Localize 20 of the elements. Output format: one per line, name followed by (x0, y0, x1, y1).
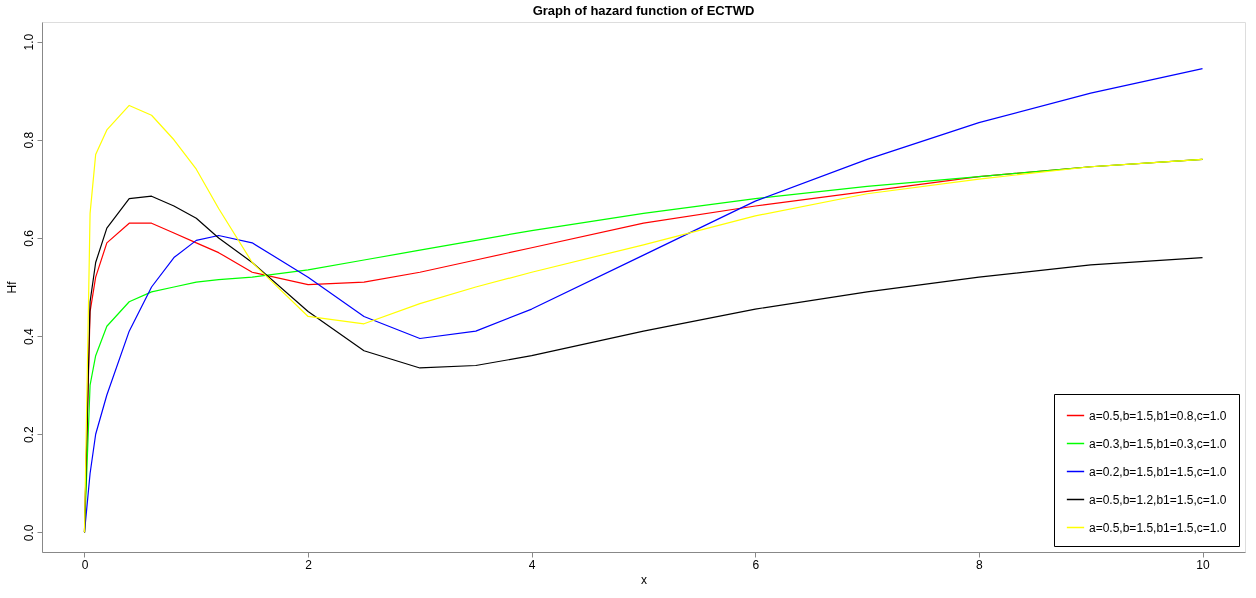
x-tick-label: 2 (305, 557, 313, 572)
legend-label: a=0.3,b=1.5,b1=0.3,c=1.0 (1089, 436, 1227, 451)
x-tick-label: 6 (752, 557, 760, 572)
y-tick-label: 1.0 (21, 33, 36, 51)
legend-label: a=0.5,b=1.5,b1=1.5,c=1.0 (1089, 520, 1227, 535)
y-tick-label: 0.8 (21, 131, 36, 149)
x-tick-label: 8 (976, 557, 984, 572)
y-tick-label: 0.0 (21, 524, 36, 542)
chart-title: Graph of hazard function of ECTWD (532, 3, 755, 18)
y-tick-label: 0.6 (21, 229, 36, 247)
legend-label: a=0.5,b=1.2,b1=1.5,c=1.0 (1089, 492, 1227, 507)
y-tick-label: 0.4 (21, 327, 36, 345)
x-axis-title: x (641, 572, 647, 587)
legend-label: a=0.5,b=1.5,b1=0.8,c=1.0 (1089, 408, 1227, 423)
x-tick-label: 0 (81, 557, 89, 572)
x-tick-label: 10 (1196, 557, 1211, 572)
legend-label: a=0.2,b=1.5,b1=1.5,c=1.0 (1089, 464, 1227, 479)
y-axis-title: Hf (4, 280, 19, 294)
y-tick-label: 0.2 (21, 426, 36, 444)
x-tick-label: 4 (528, 557, 536, 572)
